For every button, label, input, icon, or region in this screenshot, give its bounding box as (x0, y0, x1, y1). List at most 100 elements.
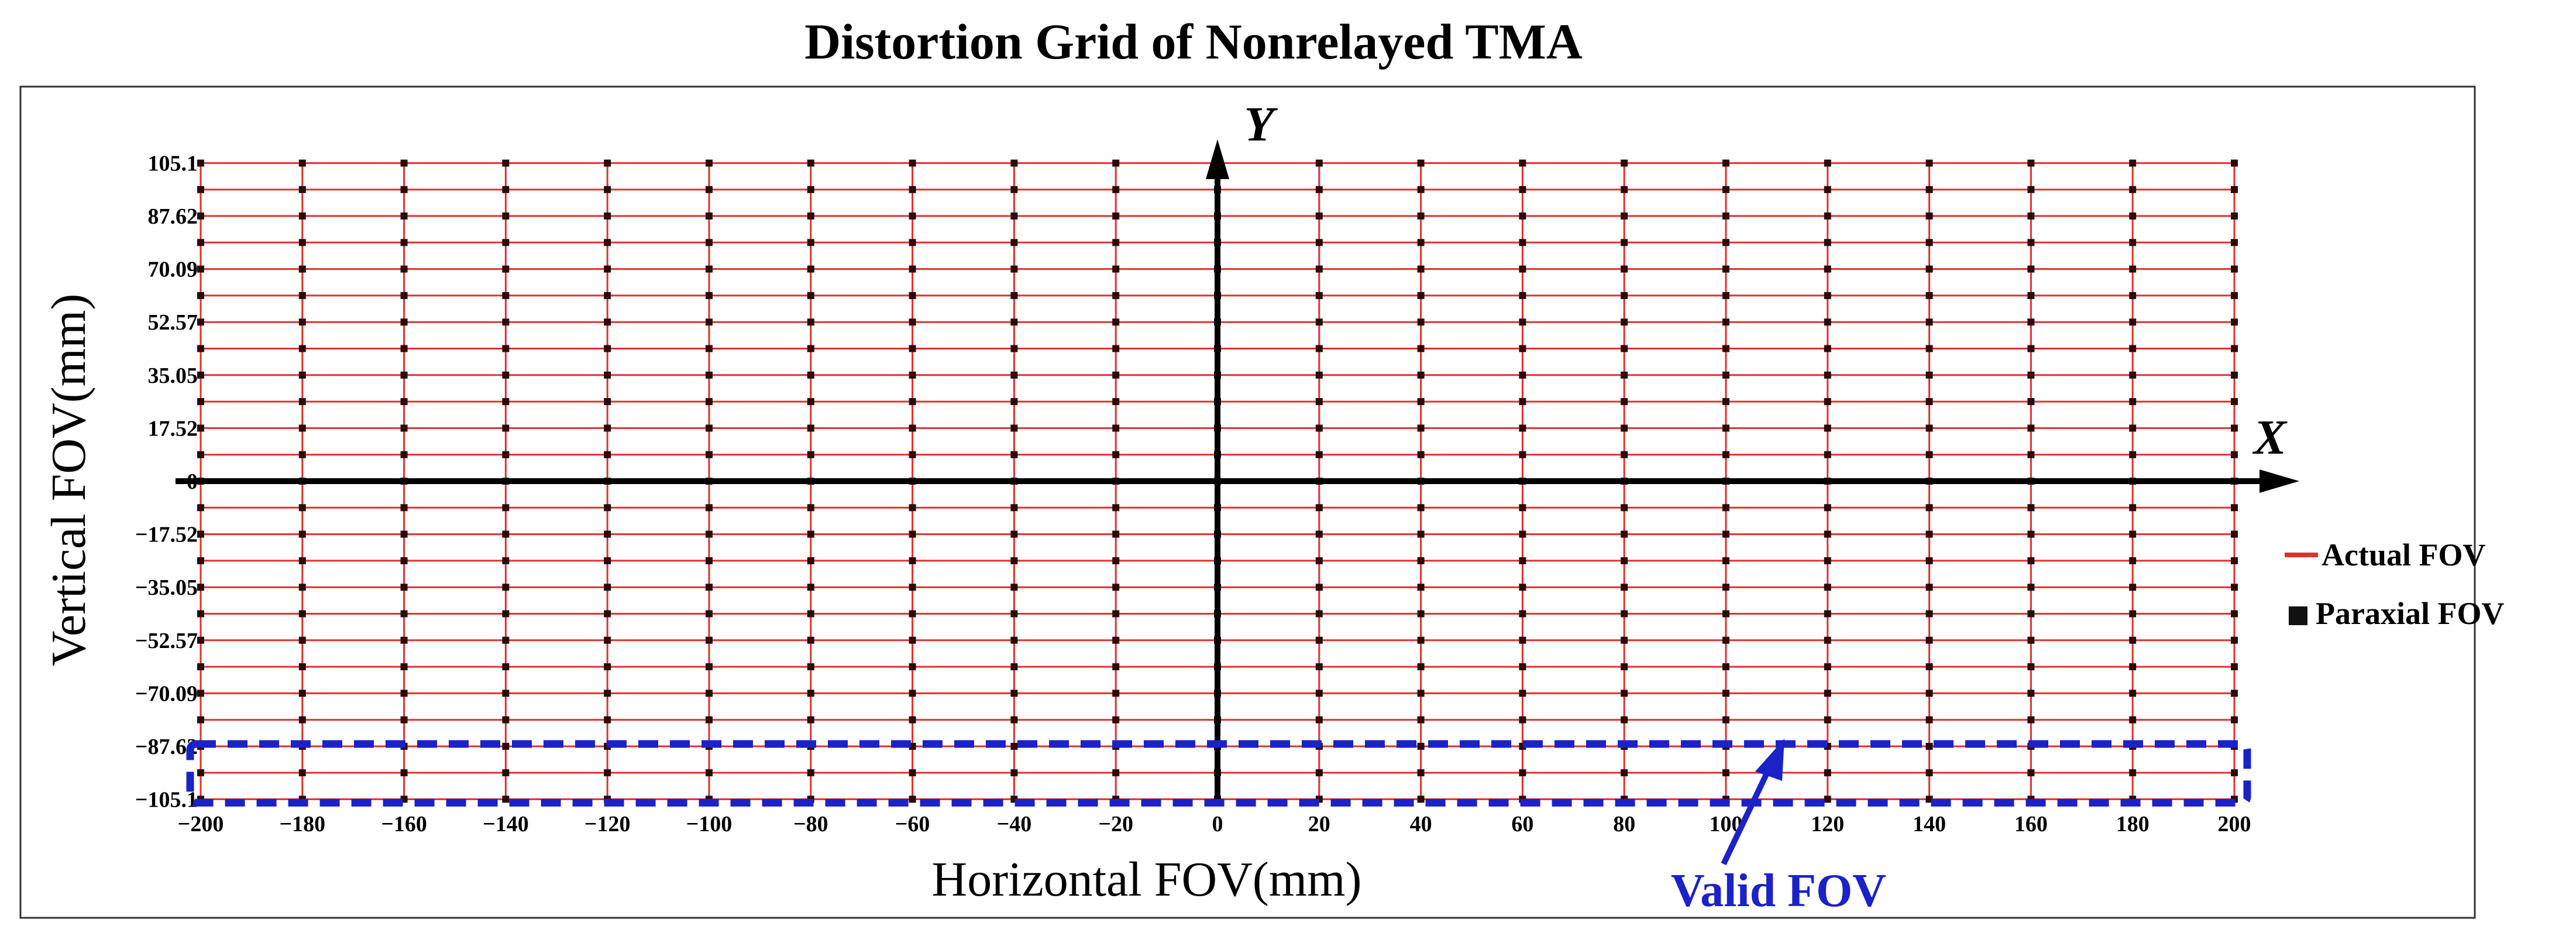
x-tick-label: −80 (793, 812, 828, 836)
paraxial-point-0-6 (197, 318, 204, 326)
paraxial-point-16-6 (1824, 318, 1831, 326)
paraxial-point-6-19 (807, 663, 814, 671)
paraxial-point-13-15 (1519, 557, 1526, 564)
paraxial-point-11-10 (1315, 424, 1323, 432)
paraxial-point-20-16 (2231, 584, 2238, 591)
paraxial-point-12-4 (1417, 265, 1425, 273)
paraxial-point-11-20 (1315, 690, 1323, 697)
paraxial-point-18-14 (2027, 530, 2035, 538)
paraxial-point-2-16 (400, 584, 408, 591)
paraxial-point-18-0 (2027, 159, 2035, 167)
paraxial-point-13-13 (1519, 504, 1526, 512)
paraxial-point-18-23 (2027, 769, 2035, 777)
paraxial-point-13-16 (1519, 584, 1526, 591)
paraxial-point-0-1 (197, 186, 204, 193)
paraxial-point-9-19 (1112, 663, 1120, 671)
paraxial-point-7-18 (909, 636, 916, 644)
paraxial-point-19-8 (2129, 371, 2137, 379)
paraxial-point-2-7 (400, 345, 408, 352)
paraxial-point-19-17 (2129, 610, 2137, 618)
paraxial-point-9-3 (1112, 239, 1120, 246)
paraxial-point-14-9 (1621, 398, 1628, 406)
paraxial-point-3-22 (502, 742, 510, 750)
paraxial-point-18-5 (2027, 292, 2035, 299)
legend-paraxial-fov-label: Paraxial FOV (2316, 596, 2504, 631)
paraxial-point-7-24 (909, 795, 916, 803)
paraxial-point-12-22 (1417, 742, 1425, 750)
paraxial-point-9-14 (1112, 530, 1120, 538)
valid-fov-annotation: Valid FOV (186, 739, 2251, 917)
x-tick-label: 120 (1811, 812, 1844, 836)
paraxial-point-7-20 (909, 690, 916, 697)
paraxial-point-6-16 (807, 584, 814, 591)
paraxial-point-0-9 (197, 398, 204, 406)
y-axis-letter: Y (1244, 97, 1278, 152)
y-tick-label: −52.57 (135, 629, 198, 653)
paraxial-point-4-20 (604, 690, 611, 697)
paraxial-point-1-9 (298, 398, 306, 406)
paraxial-point-3-23 (502, 769, 510, 777)
paraxial-point-7-2 (909, 212, 916, 220)
paraxial-point-3-11 (502, 451, 510, 458)
paraxial-point-17-11 (1925, 451, 1933, 458)
paraxial-point-9-2 (1112, 212, 1120, 220)
paraxial-point-17-7 (1925, 345, 1933, 352)
paraxial-point-3-2 (502, 212, 510, 220)
paraxial-point-17-8 (1925, 371, 1933, 379)
paraxial-point-3-18 (502, 636, 510, 644)
x-tick-label: 80 (1613, 812, 1635, 836)
paraxial-point-14-2 (1621, 212, 1628, 220)
paraxial-point-6-5 (807, 292, 814, 299)
x-tick-label: 200 (2218, 812, 2251, 836)
paraxial-point-5-1 (706, 186, 713, 193)
paraxial-point-8-7 (1010, 345, 1018, 352)
paraxial-point-13-14 (1519, 530, 1526, 538)
paraxial-point-19-0 (2129, 159, 2137, 167)
paraxial-point-6-11 (807, 451, 814, 458)
paraxial-point-0-20 (197, 690, 204, 697)
paraxial-point-12-15 (1417, 557, 1425, 564)
paraxial-point-16-9 (1824, 398, 1831, 406)
paraxial-point-17-20 (1925, 690, 1933, 697)
paraxial-point-15-19 (1722, 663, 1729, 671)
paraxial-point-2-23 (400, 769, 408, 777)
paraxial-point-16-13 (1824, 504, 1831, 512)
paraxial-point-16-7 (1824, 345, 1831, 352)
paraxial-point-12-2 (1417, 212, 1425, 220)
paraxial-point-0-0 (197, 159, 204, 167)
paraxial-point-7-14 (909, 530, 916, 538)
paraxial-point-8-20 (1010, 690, 1018, 697)
paraxial-point-18-6 (2027, 318, 2035, 326)
paraxial-point-16-0 (1824, 159, 1831, 167)
paraxial-point-12-13 (1417, 504, 1425, 512)
paraxial-point-4-23 (604, 769, 611, 777)
paraxial-point-3-10 (502, 424, 510, 432)
paraxial-point-15-6 (1722, 318, 1729, 326)
paraxial-points-layer (197, 159, 2238, 803)
paraxial-point-20-0 (2231, 159, 2238, 167)
paraxial-point-13-1 (1519, 186, 1526, 193)
paraxial-point-17-19 (1925, 663, 1933, 671)
paraxial-point-18-11 (2027, 451, 2035, 458)
paraxial-point-4-6 (604, 318, 611, 326)
paraxial-point-13-3 (1519, 239, 1526, 246)
paraxial-point-18-2 (2027, 212, 2035, 220)
paraxial-point-8-9 (1010, 398, 1018, 406)
y-tick-label: −70.09 (135, 681, 198, 706)
paraxial-point-7-0 (909, 159, 916, 167)
paraxial-point-3-1 (502, 186, 510, 193)
paraxial-point-15-21 (1722, 716, 1729, 723)
paraxial-point-5-19 (706, 663, 713, 671)
paraxial-point-3-21 (502, 716, 510, 723)
x-tick-label: 140 (1913, 812, 1946, 836)
paraxial-point-17-13 (1925, 504, 1933, 512)
paraxial-point-5-13 (706, 504, 713, 512)
paraxial-point-14-23 (1621, 769, 1628, 777)
paraxial-point-8-0 (1010, 159, 1018, 167)
paraxial-point-20-7 (2231, 345, 2238, 352)
paraxial-point-17-14 (1925, 530, 1933, 538)
paraxial-point-18-15 (2027, 557, 2035, 564)
paraxial-point-16-2 (1824, 212, 1831, 220)
paraxial-point-6-13 (807, 504, 814, 512)
paraxial-point-11-1 (1315, 186, 1323, 193)
